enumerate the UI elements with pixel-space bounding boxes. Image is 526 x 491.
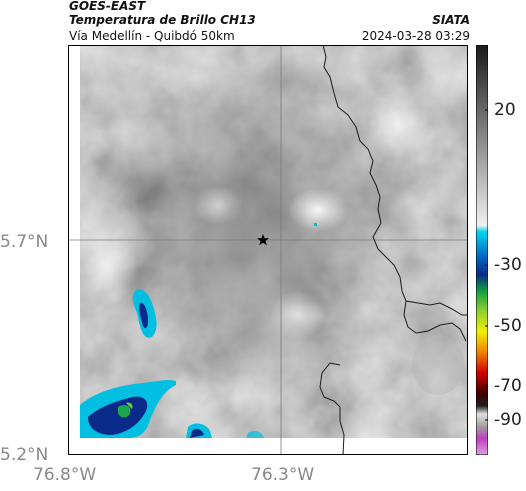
product-title: Temperatura de Brillo CH13: [69, 13, 256, 27]
grid-lines: [68, 45, 468, 455]
colorbar-tick-20: 20: [494, 100, 516, 120]
colorbar-tick-minus50: -50: [494, 316, 522, 336]
colorbar: [476, 45, 488, 455]
satellite-map: [68, 45, 468, 455]
border-line: [319, 45, 468, 455]
lat-label-2: 5.2°N: [0, 445, 49, 465]
lon-label-1: 76.8°W: [33, 465, 97, 485]
lat-label-1: 5.7°N: [0, 232, 49, 252]
timestamp-label: 2024-03-28 03:29: [361, 29, 470, 43]
location-label: Vía Medellín - Quibdó 50km: [69, 29, 235, 43]
lon-label-2: 76.3°W: [251, 465, 315, 485]
cold-cloud-tops: [80, 223, 317, 438]
org-label: SIATA: [432, 13, 470, 27]
colorbar-tick-minus70: -70: [494, 376, 522, 396]
star-icon: [257, 234, 269, 246]
colorbar-tick-minus30: -30: [494, 255, 522, 275]
colorbar-tick-minus90: -90: [494, 410, 522, 430]
satellite-title: GOES-EAST: [69, 0, 146, 13]
